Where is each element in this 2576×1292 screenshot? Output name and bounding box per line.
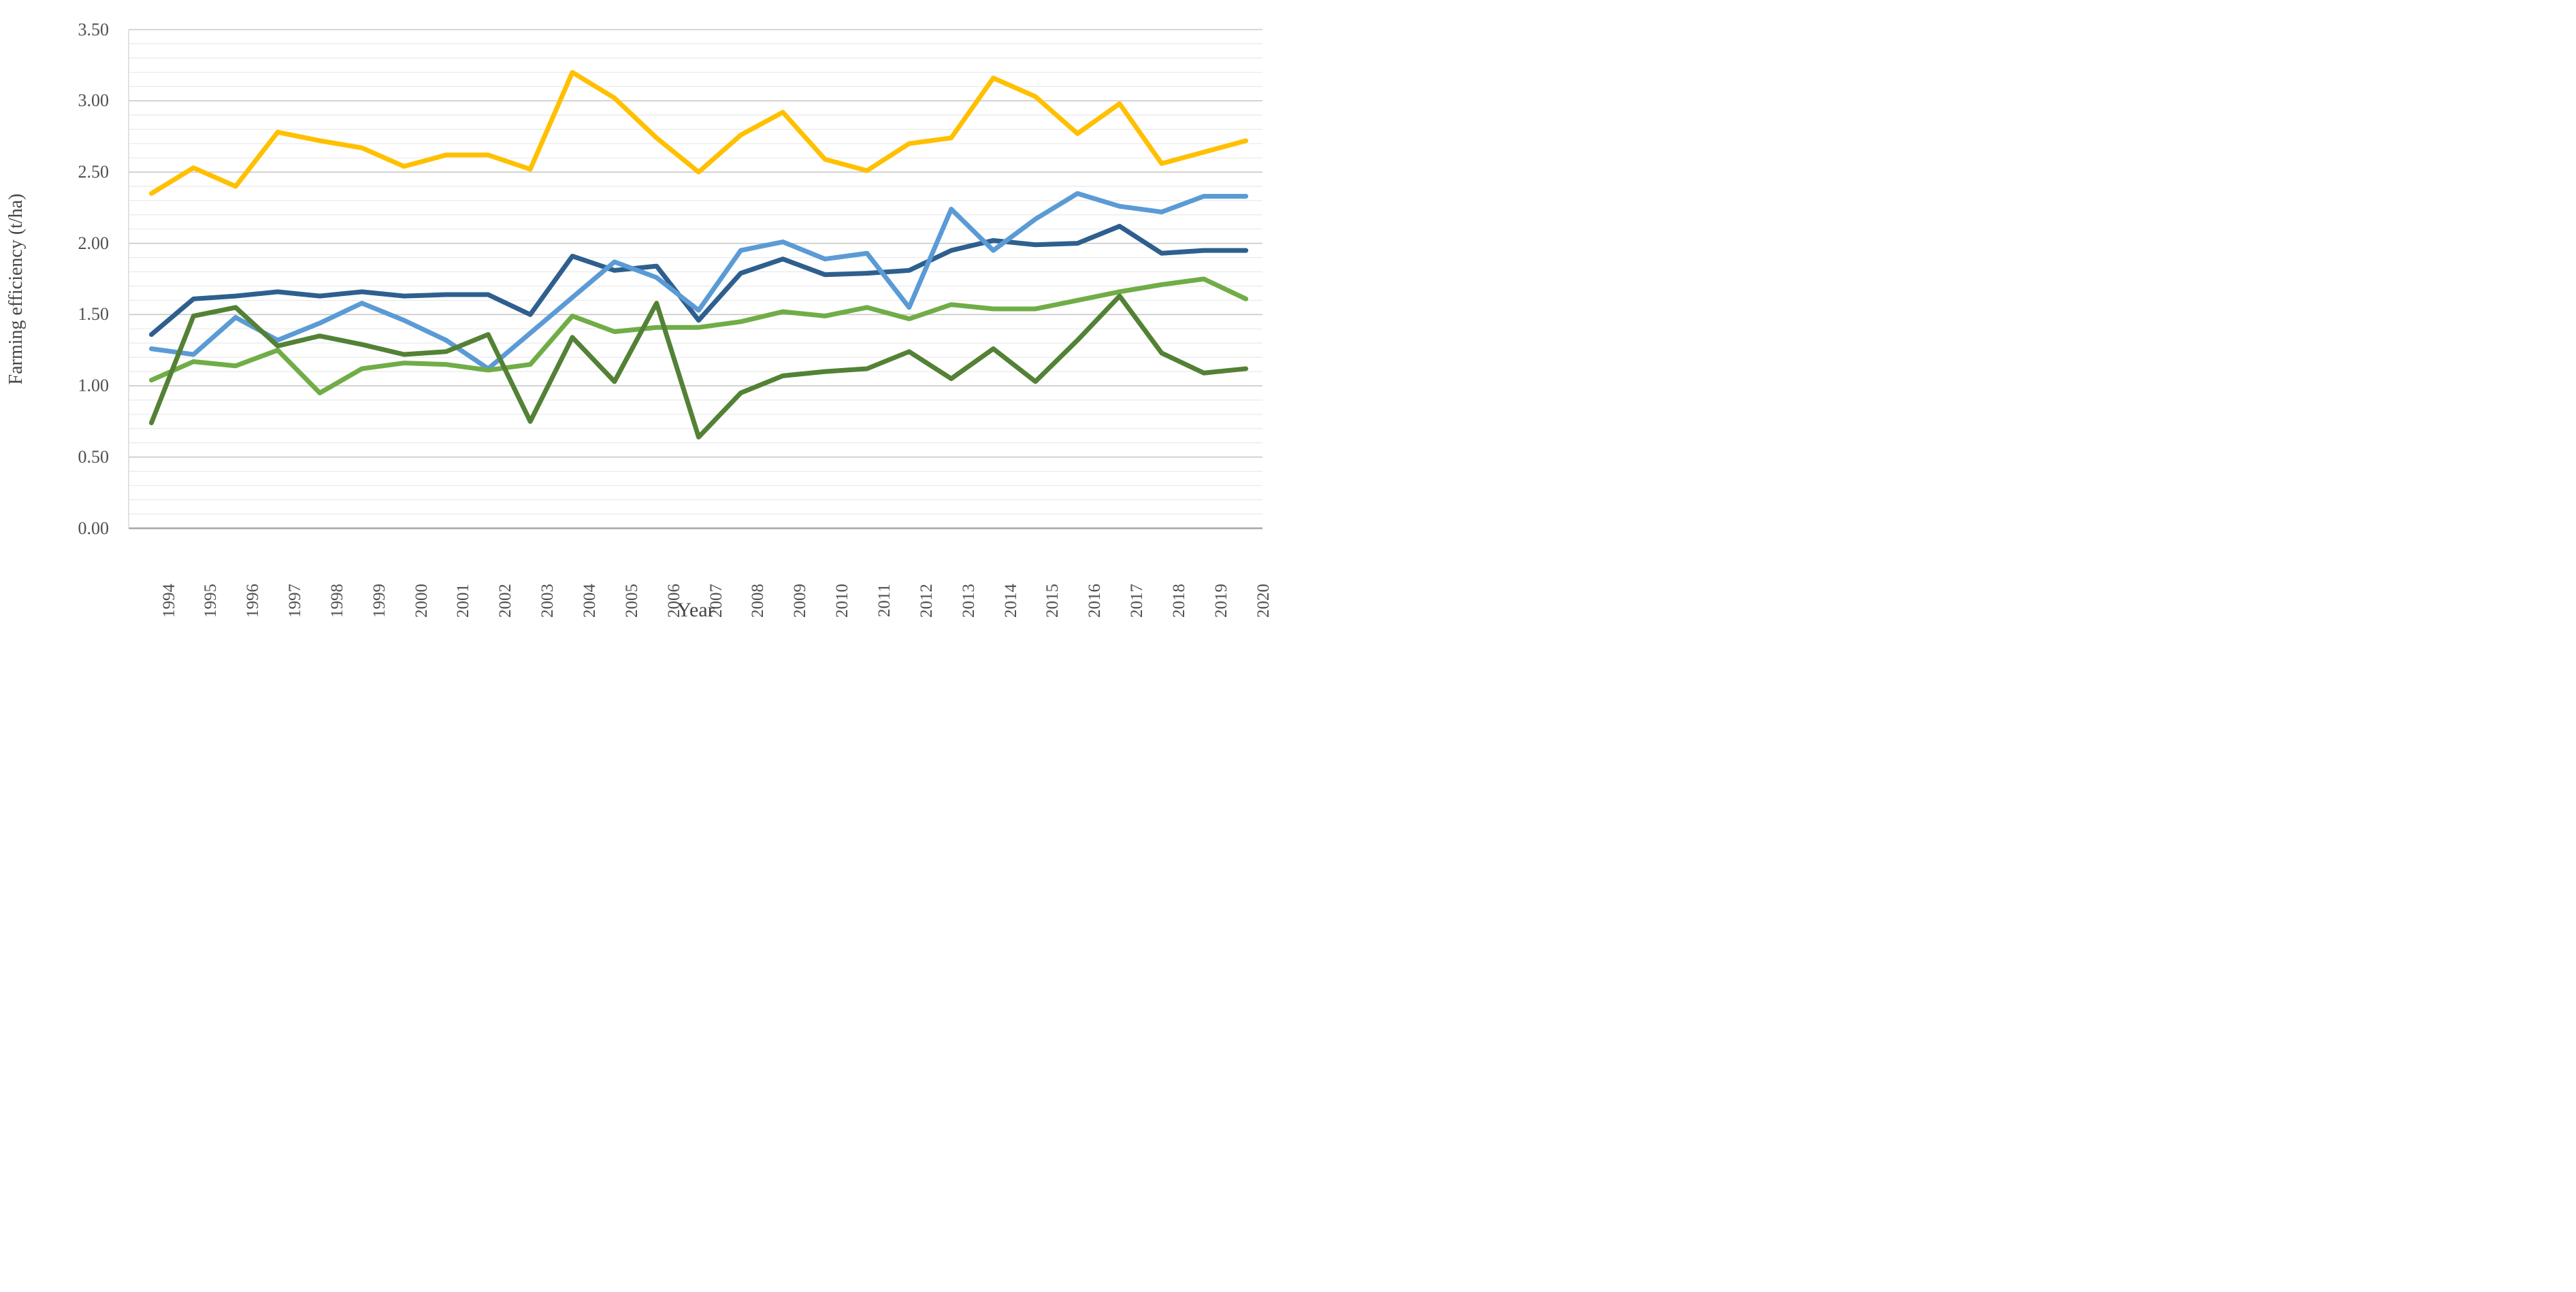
x-year-label: 2013 <box>959 584 978 618</box>
x-year-label: 2015 <box>1043 584 1062 618</box>
x-year-label: 2002 <box>496 584 515 618</box>
x-year-label: 2018 <box>1169 584 1188 618</box>
series-line-light-green <box>149 276 1249 396</box>
x-year-label: 2001 <box>454 584 473 618</box>
series-line-dark-green <box>149 293 1249 440</box>
y-axis-title: Farming efficiency (t/ha) <box>5 193 27 385</box>
y-tick-label: 2.00 <box>78 233 110 253</box>
x-year-label: 1998 <box>327 584 346 618</box>
x-year-label: 2010 <box>833 584 852 618</box>
series-line-yellow <box>149 69 1249 196</box>
x-year-label: 2019 <box>1211 584 1230 618</box>
y-tick-label: 3.50 <box>78 19 110 39</box>
plot-area <box>128 29 1262 529</box>
x-year-label: 2017 <box>1128 584 1147 618</box>
x-year-label: 2003 <box>538 584 557 618</box>
series-line-light-blue <box>149 191 1249 371</box>
x-year-label: 2000 <box>412 584 431 618</box>
x-year-label: 1996 <box>244 584 263 618</box>
y-tick-label: 0.00 <box>78 518 110 538</box>
x-year-label: 1997 <box>286 584 305 618</box>
y-tick-label: 3.00 <box>78 90 110 111</box>
x-year-label: 1995 <box>201 584 221 618</box>
series-line-dark-blue <box>149 224 1249 337</box>
x-year-label: 1994 <box>159 584 178 618</box>
x-year-label: 2016 <box>1086 584 1105 618</box>
x-year-label: 2014 <box>1001 584 1020 618</box>
x-axis-title: Year <box>676 599 715 621</box>
y-tick-label: 1.50 <box>78 304 110 325</box>
y-tick-label: 1.00 <box>78 376 110 396</box>
x-year-label: 2011 <box>875 584 894 618</box>
line-chart: 0.00 0.50 1.00 1.50 2.00 2.50 3.00 3.50 1994 199… <box>0 0 1288 646</box>
x-year-label: 2012 <box>917 584 936 618</box>
x-year-label: 1999 <box>370 584 389 618</box>
y-tick-label: 0.50 <box>78 446 110 467</box>
y-tick-label: 2.50 <box>78 161 110 182</box>
x-year-label: 2020 <box>1254 584 1273 618</box>
